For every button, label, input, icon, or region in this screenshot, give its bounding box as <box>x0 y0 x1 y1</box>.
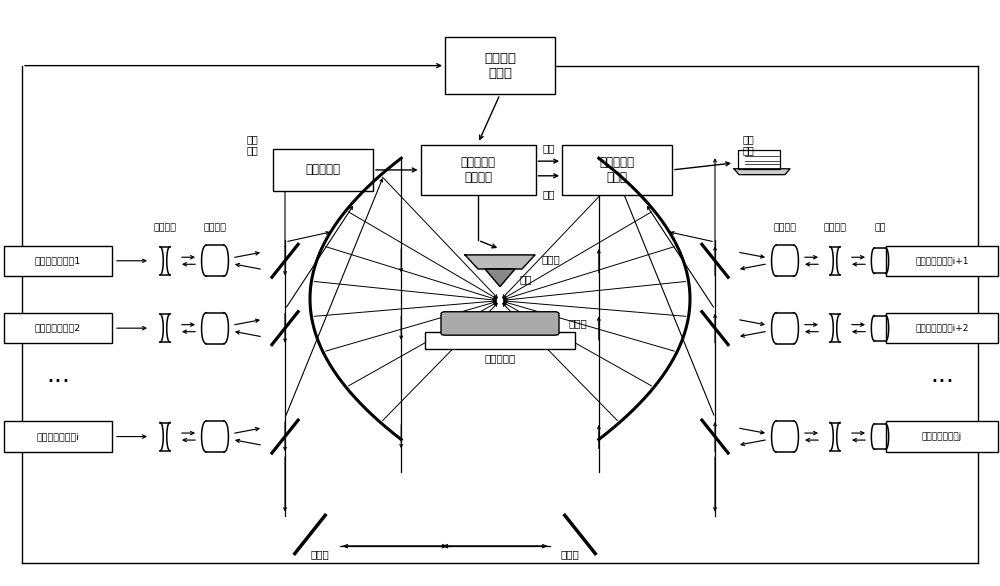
FancyBboxPatch shape <box>562 145 672 195</box>
Polygon shape <box>465 255 535 269</box>
Text: 抛物
面镜: 抛物 面镜 <box>742 134 754 155</box>
FancyBboxPatch shape <box>420 145 536 195</box>
Text: 短焦透镜: 短焦透镜 <box>154 224 176 233</box>
Text: 相位: 相位 <box>542 189 555 199</box>
FancyBboxPatch shape <box>4 421 112 452</box>
FancyBboxPatch shape <box>425 332 575 349</box>
Text: 太赫兹收发模块i+1: 太赫兹收发模块i+1 <box>915 256 969 265</box>
FancyBboxPatch shape <box>441 312 559 335</box>
Text: 长焦透镜: 长焦透镜 <box>204 224 226 233</box>
Text: 高阶解调锁
相放大器: 高阶解调锁 相放大器 <box>460 156 496 184</box>
Text: 扫频微波
激励源: 扫频微波 激励源 <box>484 52 516 80</box>
Text: 高速数据采
集模块: 高速数据采 集模块 <box>600 156 635 184</box>
Polygon shape <box>734 169 790 175</box>
Text: 长焦透镜: 长焦透镜 <box>774 224 796 233</box>
FancyBboxPatch shape <box>445 37 555 94</box>
Text: 振荡信号源: 振荡信号源 <box>306 163 340 176</box>
Text: 天线: 天线 <box>874 224 886 233</box>
Text: 太赫兹收发模块i+2: 太赫兹收发模块i+2 <box>915 323 969 333</box>
FancyBboxPatch shape <box>886 246 998 276</box>
Text: 抛物
面镜: 抛物 面镜 <box>246 134 258 155</box>
FancyBboxPatch shape <box>273 149 373 191</box>
Text: 待测物: 待测物 <box>568 318 587 329</box>
Text: 反射镜: 反射镜 <box>561 549 579 559</box>
Text: ···: ··· <box>46 370 70 394</box>
Text: 短焦透镜: 短焦透镜 <box>824 224 846 233</box>
Text: 太赫兹收发模块1: 太赫兹收发模块1 <box>35 256 81 265</box>
Text: 压电体: 压电体 <box>542 254 561 264</box>
Text: 太赫兹收发模块2: 太赫兹收发模块2 <box>35 323 81 333</box>
FancyBboxPatch shape <box>738 150 780 169</box>
Polygon shape <box>485 269 515 287</box>
Text: 三维控制台: 三维控制台 <box>484 353 516 363</box>
Text: 反射镜: 反射镜 <box>311 549 329 559</box>
Text: 幅度: 幅度 <box>542 143 555 153</box>
FancyBboxPatch shape <box>886 313 998 343</box>
Text: 太赫兹收发模块i: 太赫兹收发模块i <box>37 432 79 441</box>
Text: 太赫兹收发模块j: 太赫兹收发模块j <box>922 432 962 441</box>
FancyBboxPatch shape <box>4 313 112 343</box>
Text: 探针: 探针 <box>520 274 532 285</box>
FancyBboxPatch shape <box>4 246 112 276</box>
FancyBboxPatch shape <box>886 421 998 452</box>
Text: ···: ··· <box>930 370 954 394</box>
